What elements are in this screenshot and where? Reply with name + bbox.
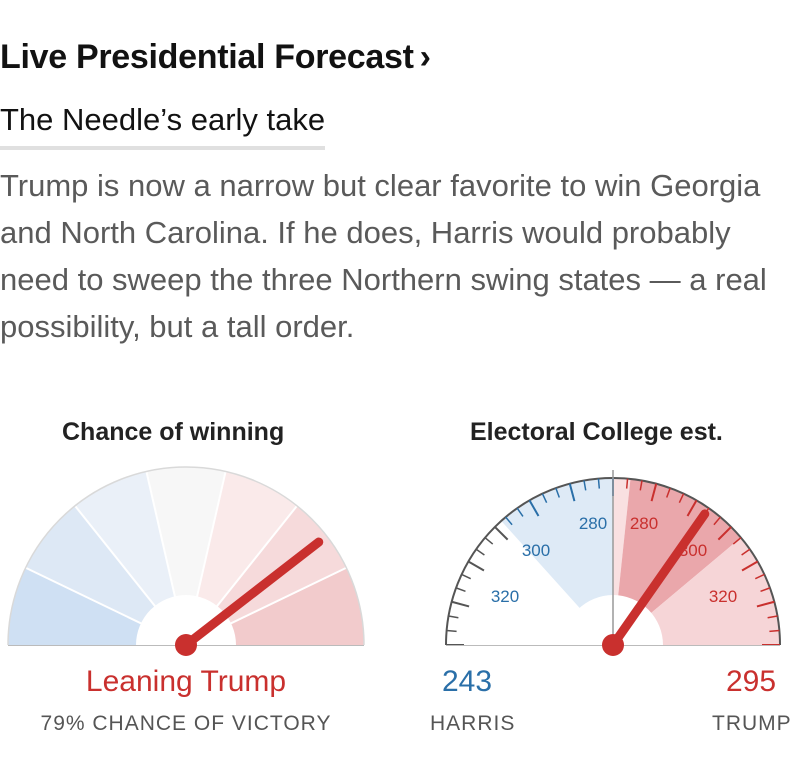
forecast-summary: Trump is now a narrow but clear favorite…: [0, 168, 767, 344]
ec-tick: [717, 526, 732, 541]
ec-tick: [568, 483, 576, 502]
electoral-gauge-title: Electoral College est.: [470, 418, 723, 446]
ec-tick: [597, 478, 601, 489]
ec-tick: [713, 516, 721, 526]
ec-tick: [583, 480, 587, 491]
ec-tick: [451, 600, 470, 608]
chance-needle-pivot: [175, 634, 197, 656]
ec-tick: [528, 499, 540, 517]
ec-tick: [625, 478, 629, 489]
ec-tick: [767, 615, 778, 619]
ec-zone-1: [446, 520, 613, 645]
harris-electoral-votes: 243: [442, 665, 493, 698]
ec-tick: [448, 615, 459, 619]
ec-needle-pivot: [602, 634, 624, 656]
forecast-title[interactable]: Live Presidential Forecast: [0, 38, 414, 76]
ec-tick: [505, 516, 513, 526]
chance-of-victory: 79% CHANCE OF VICTORY: [40, 712, 332, 735]
chance-gauge: [7, 466, 365, 656]
ec-tick: [639, 480, 643, 491]
harris-label: HARRIS: [430, 712, 516, 735]
ec-tick: [665, 487, 671, 498]
chance-zone-4: [146, 467, 226, 645]
ec-needle: [608, 509, 710, 650]
ec-tick: [494, 526, 509, 541]
ec-tick: [686, 499, 698, 517]
ec-tick: [484, 537, 494, 545]
chance-gauge-hub-cutout: [136, 595, 236, 645]
chance-zone-2: [25, 505, 187, 645]
trump-label: TRUMP: [712, 712, 792, 735]
needle-subheading: The Needle’s early take: [0, 102, 326, 150]
ec-tick: [741, 548, 751, 556]
ec-tick: [455, 587, 466, 593]
electoral-gauge: 280 300 320 280 300 320: [445, 470, 781, 656]
ec-tick: [754, 573, 765, 580]
chance-zone-3: [75, 471, 186, 645]
ec-tick: [650, 483, 658, 502]
harris-tick-320: 320: [491, 587, 519, 606]
ec-tick: [756, 600, 775, 608]
ec-tick: [741, 560, 759, 572]
live-forecast-link[interactable]: Live Presidential Forecast ›: [0, 38, 431, 77]
ec-tick: [555, 487, 561, 498]
chance-zone-5: [186, 471, 297, 645]
ec-tick: [769, 629, 780, 633]
chance-gauge-title: Chance of winning: [62, 418, 285, 446]
ec-tick: [516, 507, 524, 517]
ec-tick: [475, 548, 485, 556]
ec-tick: [678, 493, 685, 504]
ec-tick: [467, 560, 485, 572]
trump-tick-280: 280: [630, 514, 658, 533]
ec-tick: [541, 493, 548, 504]
trump-electoral-votes: 295: [726, 665, 777, 698]
chance-gauge-outline: [7, 466, 365, 646]
ec-tick: [732, 537, 742, 545]
trump-tick-320: 320: [709, 587, 737, 606]
ec-tick: [446, 629, 457, 633]
chevron-right-icon[interactable]: ›: [419, 38, 431, 76]
ec-tick: [760, 587, 771, 593]
harris-tick-300: 300: [522, 541, 550, 560]
leaning-status: Leaning Trump: [85, 665, 287, 698]
ec-zone-2: [501, 478, 613, 645]
harris-tick-280: 280: [579, 514, 607, 533]
chance-needle: [181, 537, 324, 650]
ec-tick: [461, 573, 472, 580]
